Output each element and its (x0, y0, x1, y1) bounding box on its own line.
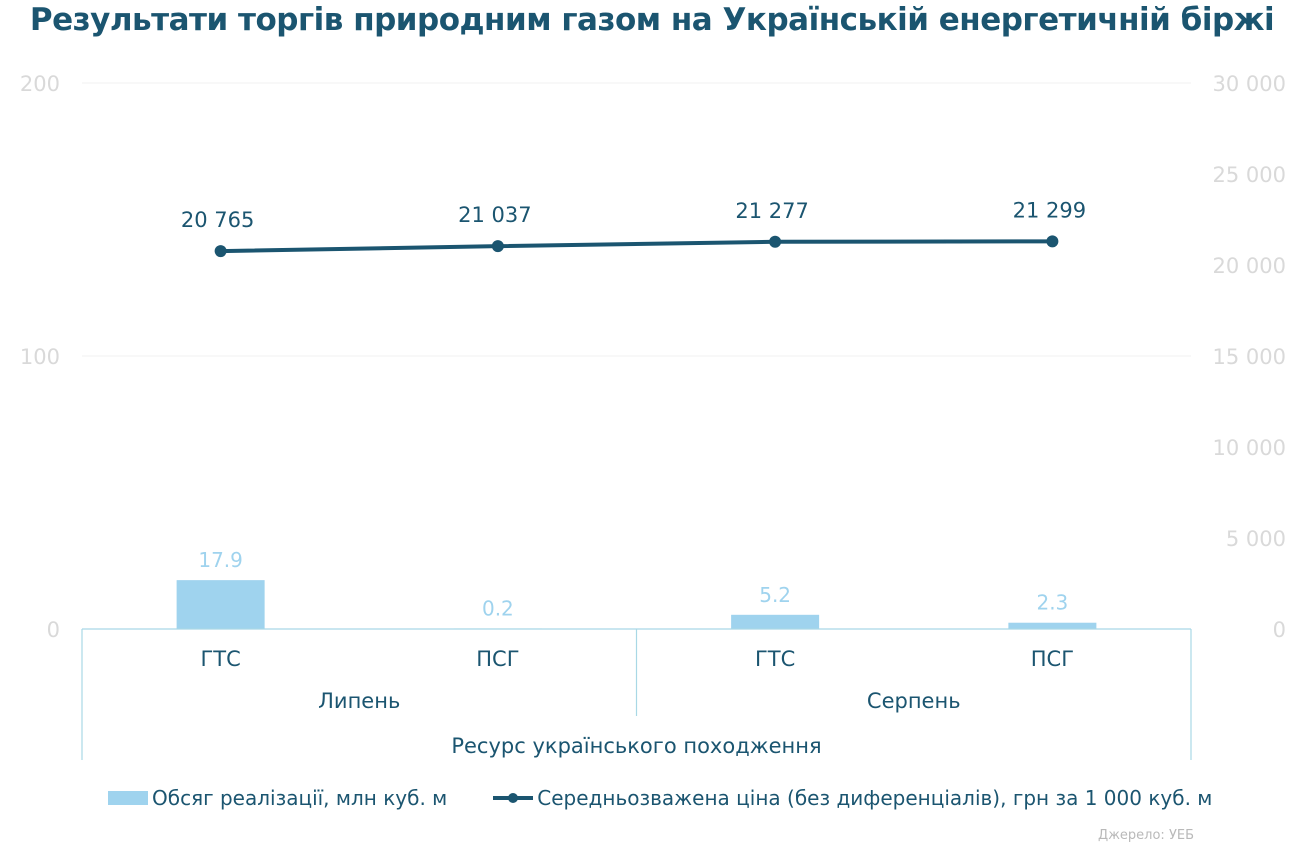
left-y-axis: 0 100 200 (20, 72, 60, 642)
line-data-labels: 20 765 21 037 21 277 21 299 (181, 198, 1086, 232)
right-y-tick-label: 20 000 (1213, 254, 1286, 278)
left-y-tick-label: 200 (20, 72, 60, 96)
bar-data-labels: 17.9 0.2 5.2 2.3 (198, 548, 1068, 620)
price-line (220, 239, 1053, 254)
line-data-label: 20 765 (181, 208, 254, 232)
category-axis: ГТС ПСГ ГТС ПСГ Липень Серпень Ресурс українсь… (81, 628, 1192, 760)
right-y-tick-label: 10 000 (1213, 436, 1286, 460)
line-series (214, 235, 1059, 258)
line-data-label: 21 037 (458, 203, 531, 227)
bar-data-label: 5.2 (759, 583, 791, 607)
outer-group-label: Ресурс українського походження (451, 734, 821, 758)
gridlines (82, 82, 1191, 357)
line-point (1046, 235, 1059, 248)
legend: Обсяг реалізації, млн куб. м Середньозва… (108, 786, 1258, 810)
bar (1008, 622, 1097, 629)
right-y-tick-label: 0 (1273, 618, 1286, 642)
legend-volume-label: Обсяг реалізації, млн куб. м (152, 786, 448, 810)
bar (176, 580, 265, 629)
line-point (491, 240, 504, 253)
source-note: Джерело: УЕБ (1098, 828, 1194, 843)
bar (731, 614, 820, 629)
legend-price-label: Середньозважена ціна (без диференціалів)… (537, 786, 1213, 810)
line-data-label: 21 277 (735, 199, 808, 223)
line-point (214, 245, 227, 258)
group-label: Серпень (867, 689, 961, 713)
right-y-axis: 0 5 000 10 000 15 000 20 000 25 000 30 000 (1213, 72, 1286, 642)
right-y-tick-label: 15 000 (1213, 345, 1286, 369)
group-label: Липень (318, 689, 400, 713)
bar-data-label: 0.2 (482, 596, 514, 620)
category-label: ПСГ (1031, 647, 1074, 671)
line-point (769, 235, 782, 248)
category-label: ПСГ (476, 647, 519, 671)
legend-bar-swatch (108, 791, 148, 805)
legend-item-volume: Обсяг реалізації, млн куб. м (108, 786, 447, 810)
right-y-tick-label: 5 000 (1226, 527, 1286, 551)
bar-data-label: 2.3 (1036, 591, 1068, 615)
bar-series (176, 580, 1097, 630)
bar-data-label: 17.9 (198, 548, 243, 572)
category-label: ГТС (755, 647, 795, 671)
left-y-tick-label: 100 (20, 345, 60, 369)
right-y-tick-label: 25 000 (1213, 163, 1286, 187)
chart-title: Результати торгів природним газом на Укр… (29, 2, 1275, 38)
right-y-tick-label: 30 000 (1213, 72, 1286, 96)
line-data-label: 21 299 (1013, 198, 1086, 222)
legend-line-swatch (493, 793, 534, 803)
category-label: ГТС (200, 647, 240, 671)
legend-item-price: Середньозважена ціна (без диференціалів)… (493, 786, 1212, 810)
left-y-tick-label: 0 (47, 618, 60, 642)
